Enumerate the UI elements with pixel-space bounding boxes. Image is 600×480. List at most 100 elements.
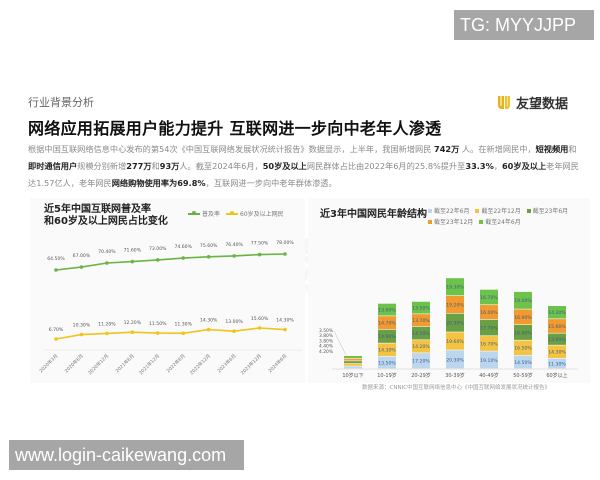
bar-segment — [480, 336, 498, 351]
data-label: 14.30% — [200, 318, 218, 324]
bar-segment — [480, 319, 498, 336]
bar-segment-label: 16.50% — [514, 346, 532, 352]
x-tick-label: 2021年12月 — [137, 352, 161, 376]
bar-segment-label: 14.90% — [378, 334, 396, 340]
small-bar-label: 3.80% — [319, 338, 333, 344]
bar-segment-label: 16.90% — [514, 315, 532, 321]
bar-chart-title: 近3年中国网民年龄结构 — [320, 209, 427, 220]
bar-segment-label: 15.60% — [548, 324, 566, 330]
paragraph-text: ，互联网进一步向中老年群体渗透。 — [205, 178, 337, 188]
bar-segment — [446, 295, 464, 314]
small-bar-label: 4.20% — [319, 349, 333, 355]
paragraph-text: 规模分别新增 — [77, 161, 127, 171]
bar-segment — [378, 329, 396, 343]
bar-segment — [514, 340, 532, 356]
bar-segment — [548, 333, 566, 345]
data-point — [130, 259, 135, 264]
bar-segment — [378, 343, 396, 356]
stacked-bar-chart-panel: 近3年中国网民年龄结构 截至22年6月 截至22年12月 截至23年6月截至23年1… — [308, 198, 590, 383]
legend-item: 截至22年12月 — [475, 206, 521, 215]
x-tick-label: 2024年6月 — [267, 352, 289, 374]
line-series-0: 64.50% 67.00% 70.40% 71.60% 73.00% 74.60% 75.6… — [47, 240, 294, 272]
data-label: 11.20% — [98, 321, 116, 327]
paragraph-highlight: 33.3% — [465, 161, 494, 171]
bar-segment-label: 17.70% — [480, 326, 498, 332]
bar-segment — [480, 351, 498, 369]
legend-item-60plus: 60岁及以上网民 — [226, 209, 284, 218]
bar-segment-label: 20.30% — [446, 321, 464, 327]
bar-segment-label: 14.70% — [378, 321, 396, 327]
data-label: 73.00% — [149, 246, 167, 252]
line-chart-panel: 近5年中国互联网普及率 和60岁及以上网民占比变化 普及率 60岁及以上网民 6… — [30, 198, 305, 383]
bar-segment — [548, 305, 566, 319]
data-label: 77.50% — [251, 241, 269, 247]
legend-swatch-icon — [428, 219, 432, 224]
brand-logo: 友望数据 — [497, 93, 568, 112]
legend-label: 截至23年12月 — [434, 219, 474, 226]
bar-segment-label: 13.70% — [412, 318, 430, 324]
line-chart-title-line-2: 和60岁及以上网民占比变化 — [44, 216, 168, 227]
data-label: 11.50% — [149, 321, 167, 327]
paragraph-highlight: 277万 — [126, 161, 152, 171]
paragraph-text: 网民群体占比由2022年6月的25.8%提升至 — [306, 161, 466, 171]
x-tick-label: 2022年6月 — [165, 352, 187, 374]
data-point — [206, 327, 211, 332]
legend-label: 60岁及以上网民 — [240, 211, 284, 218]
bar-segment-label: 16.70% — [480, 341, 498, 347]
paragraph-highlight: 742万 — [434, 144, 460, 154]
legend-item: 截至23年6月 — [526, 206, 569, 215]
bar-segment — [378, 356, 396, 369]
bar-segment — [344, 363, 362, 366]
legend-item: 截至23年12月 — [428, 217, 473, 226]
x-tick-label: 10岁以下 — [342, 372, 363, 379]
x-tick-label: 60岁以上 — [546, 372, 567, 379]
watermark-top-right: TG: MYYJJPP — [454, 10, 594, 40]
legend-label: 截至23年6月 — [532, 208, 569, 215]
watermark-bottom-left: www.login-caikewang.com — [9, 440, 244, 470]
bar-segment — [446, 332, 464, 350]
data-label: 14.30% — [276, 318, 294, 324]
line-series-1: 6.70% 10.30% 11.20% 12.20% 11.50% 11.30% 14.30… — [49, 316, 294, 341]
bar-segment-label: 11.30% — [548, 361, 566, 367]
brand-logo-icon — [498, 96, 510, 109]
data-label: 64.50% — [47, 256, 65, 262]
legend-swatch-icon — [428, 208, 432, 213]
bar-segment — [514, 309, 532, 325]
brand-logo-text: 友望数据 — [516, 97, 569, 112]
bar-segment — [514, 355, 532, 369]
bar-segment — [412, 301, 430, 314]
paragraph-text: 人。在新增网民中， — [459, 144, 536, 154]
bar-segment-label: 13.50% — [378, 360, 396, 366]
data-label: 78.00% — [276, 240, 294, 246]
bar-segment — [514, 324, 532, 340]
x-tick-label: 20-29岁 — [411, 372, 431, 379]
bar-segment-label: 14.50% — [514, 360, 532, 366]
x-tick-label: 2020年12月 — [86, 352, 110, 376]
x-tick-label: 2023年12月 — [239, 352, 263, 376]
bar-segment — [480, 305, 498, 320]
bar-segment — [344, 361, 362, 364]
legend-swatch-icon — [475, 208, 480, 213]
legend-swatch-icon — [479, 219, 484, 224]
x-tick-label: 2021年6月 — [114, 352, 136, 374]
data-point — [283, 327, 287, 332]
bar-segment-label: 20.30% — [446, 357, 464, 363]
bar-segment-label: 16.90% — [514, 330, 532, 336]
x-tick-label: 30-39岁 — [445, 372, 465, 379]
line-chart-legend: 普及率 60岁及以上网民 — [188, 209, 284, 218]
bar-segment-label: 19.30% — [446, 285, 464, 291]
paragraph-text: 人。截至2024年6月， — [179, 161, 263, 171]
paragraph-highlight: 60岁及以上 — [501, 161, 547, 171]
data-label: 71.60% — [124, 248, 142, 254]
page-title: 网络应用拓展用户能力提升 互联网进一步向中老年人渗透 — [28, 119, 442, 138]
bar-segment — [412, 353, 430, 369]
data-label: 15.60% — [251, 316, 269, 322]
legend-swatch-icon — [526, 208, 531, 213]
legend-item: 截至22年6月 — [428, 206, 469, 215]
legend-label: 截至22年6月 — [434, 208, 470, 215]
data-label: 76.40% — [225, 242, 243, 248]
bar-segment-label: 13.50% — [412, 306, 430, 312]
bar-segment — [548, 358, 566, 369]
data-point — [79, 332, 84, 337]
legend-line-marker-icon — [226, 211, 239, 215]
